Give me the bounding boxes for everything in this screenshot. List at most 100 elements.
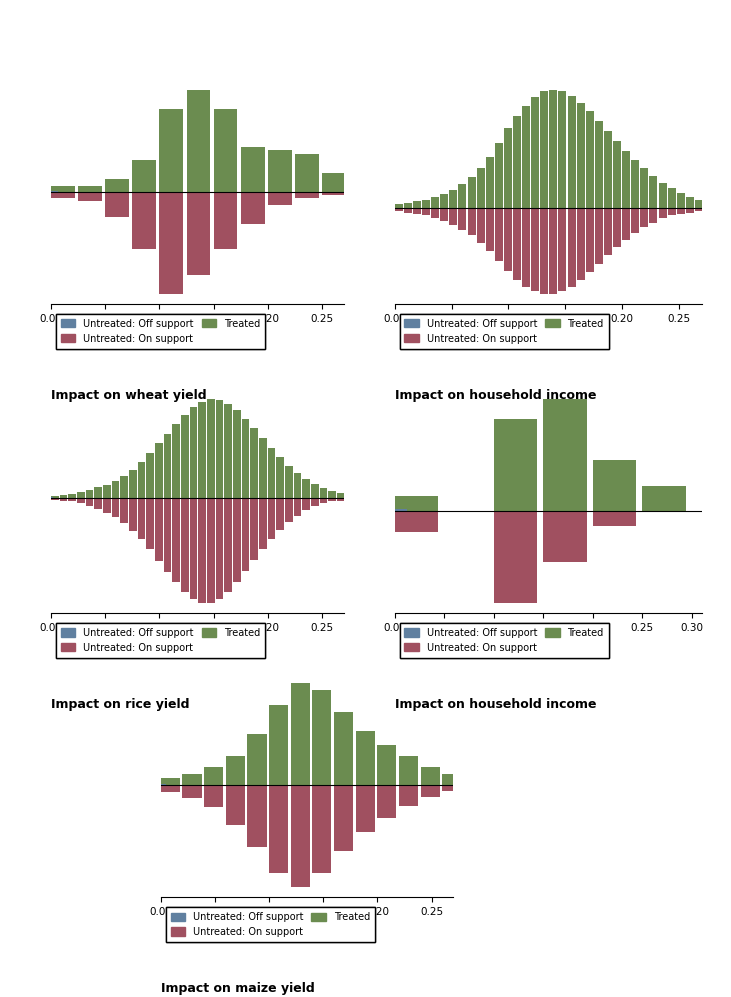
- Bar: [161, 778, 180, 786]
- Bar: [695, 199, 703, 208]
- Bar: [51, 185, 75, 192]
- Bar: [198, 402, 206, 498]
- Bar: [659, 208, 667, 218]
- Bar: [593, 461, 637, 511]
- Bar: [161, 786, 180, 793]
- Bar: [477, 208, 485, 242]
- Bar: [190, 408, 197, 498]
- Bar: [112, 481, 119, 498]
- Bar: [242, 419, 249, 498]
- Bar: [649, 208, 657, 222]
- Bar: [604, 208, 612, 255]
- Bar: [640, 208, 648, 227]
- Bar: [242, 498, 249, 571]
- Bar: [337, 493, 345, 498]
- Bar: [216, 498, 224, 599]
- Bar: [224, 498, 232, 591]
- Bar: [303, 498, 310, 509]
- Bar: [667, 208, 675, 215]
- Bar: [649, 175, 657, 208]
- X-axis label: Propensity Score: Propensity Score: [148, 638, 247, 651]
- Text: Impact on rice yield: Impact on rice yield: [51, 698, 189, 711]
- Bar: [513, 208, 521, 279]
- Bar: [198, 498, 206, 603]
- Bar: [586, 208, 594, 272]
- Bar: [181, 498, 189, 591]
- Bar: [51, 498, 58, 499]
- Bar: [604, 132, 612, 208]
- Bar: [485, 157, 493, 208]
- Bar: [667, 188, 675, 208]
- Bar: [595, 122, 603, 208]
- Bar: [233, 498, 240, 582]
- Bar: [77, 493, 85, 498]
- Bar: [643, 486, 686, 511]
- Bar: [213, 109, 238, 192]
- Bar: [112, 498, 119, 517]
- Bar: [173, 425, 180, 498]
- Bar: [103, 485, 111, 498]
- X-axis label: Propensity Score: Propensity Score: [257, 922, 357, 935]
- Bar: [240, 192, 265, 223]
- Bar: [395, 208, 403, 211]
- Bar: [399, 786, 418, 806]
- Bar: [522, 106, 530, 208]
- Bar: [311, 484, 319, 498]
- Bar: [659, 182, 667, 208]
- Bar: [442, 775, 461, 786]
- Bar: [513, 116, 521, 208]
- Bar: [404, 208, 412, 212]
- Bar: [103, 498, 111, 512]
- Bar: [183, 775, 202, 786]
- Bar: [311, 498, 319, 506]
- Bar: [295, 192, 319, 198]
- Bar: [60, 498, 67, 500]
- Bar: [207, 399, 215, 498]
- Bar: [540, 92, 548, 208]
- Bar: [622, 208, 630, 239]
- Bar: [543, 511, 587, 562]
- Bar: [440, 194, 448, 208]
- Bar: [146, 453, 154, 498]
- Bar: [686, 208, 694, 212]
- Bar: [291, 683, 310, 786]
- Bar: [558, 92, 567, 208]
- Bar: [285, 466, 292, 498]
- Bar: [567, 208, 575, 287]
- Bar: [495, 143, 503, 208]
- Bar: [268, 151, 292, 192]
- Bar: [268, 192, 292, 204]
- Bar: [504, 129, 512, 208]
- Bar: [531, 208, 539, 291]
- Bar: [349, 179, 373, 192]
- Bar: [485, 208, 493, 251]
- Bar: [695, 208, 703, 211]
- Bar: [442, 786, 461, 791]
- Bar: [291, 786, 310, 887]
- Bar: [413, 208, 421, 214]
- Bar: [259, 498, 267, 549]
- Bar: [404, 202, 412, 208]
- Bar: [121, 498, 128, 523]
- Bar: [558, 208, 567, 291]
- Bar: [268, 498, 276, 539]
- Bar: [269, 786, 288, 872]
- Bar: [129, 498, 137, 530]
- Bar: [248, 786, 267, 847]
- Bar: [224, 404, 232, 498]
- Bar: [337, 498, 345, 500]
- Bar: [285, 498, 292, 522]
- Bar: [159, 192, 183, 294]
- Bar: [319, 498, 327, 503]
- Bar: [155, 444, 163, 498]
- Bar: [595, 208, 603, 264]
- Bar: [129, 470, 137, 498]
- Bar: [161, 784, 166, 786]
- Bar: [421, 767, 440, 786]
- X-axis label: Propensity Score: Propensity Score: [499, 638, 598, 651]
- Legend: Untreated: Off support, Untreated: On support, Treated: Untreated: Off support, Untreated: On su…: [56, 623, 265, 658]
- Bar: [269, 705, 288, 786]
- Bar: [240, 148, 265, 192]
- Bar: [686, 197, 694, 208]
- Bar: [173, 498, 180, 582]
